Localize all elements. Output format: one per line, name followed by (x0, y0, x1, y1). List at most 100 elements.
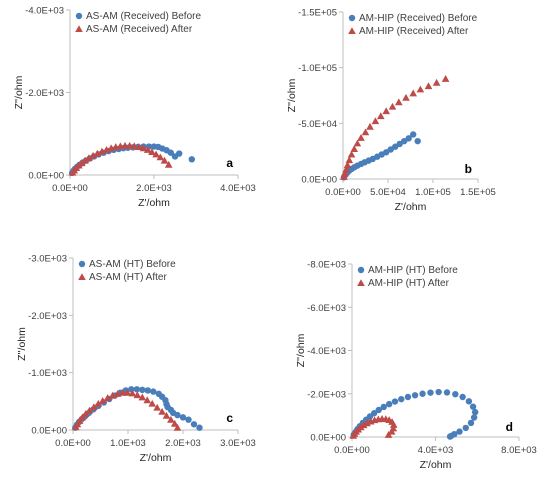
y-tick-label: -6.0E+03 (307, 303, 346, 314)
x-tick-label: 3.0E+03 (220, 438, 256, 449)
data-point (459, 393, 466, 401)
data-point (173, 423, 182, 431)
data-point (452, 390, 459, 398)
x-tick-label: 0.0E+00 (52, 183, 88, 194)
data-point (380, 403, 387, 411)
data-point (144, 387, 151, 394)
y-tick-label: -1.5E+05 (298, 8, 337, 19)
series-after (349, 415, 398, 439)
data-point (366, 122, 374, 130)
data-point (347, 150, 356, 158)
data-point (411, 392, 419, 399)
chart-panel-d: 0.0E+00 -2.0E+03 -4.0E+03 -6.0E+03 -8.0E+03 0… (295, 260, 537, 472)
data-point (359, 421, 368, 429)
data-point (388, 102, 397, 110)
chart-panel-a: 0.0E+00 -2.0E+03 -4.0E+03 0.0E+00 2.0E+03 4.0… (13, 6, 256, 210)
y-tick-label: -2.0E+03 (25, 88, 64, 99)
x-tick-label: 1.0E+05 (415, 187, 451, 198)
legend-label: AS-AM (Received) Before (86, 11, 201, 22)
data-point (133, 386, 140, 393)
legend-label: AS-AM (HT) After (89, 272, 167, 283)
y-tick-label: -1.0E+03 (28, 368, 67, 379)
legend-marker (75, 12, 83, 20)
data-point (167, 415, 175, 423)
data-point (118, 388, 127, 396)
data-point (94, 399, 103, 407)
y-axis-title: Z''/ohm (286, 78, 298, 112)
data-point (361, 128, 370, 136)
data-point (81, 156, 89, 164)
data-point (462, 424, 469, 432)
data-point (405, 135, 412, 142)
data-point (385, 400, 393, 408)
data-point (139, 386, 146, 394)
x-tick-label: 4.0E+03 (220, 183, 256, 194)
x-tick-label: 1.0E+03 (110, 438, 146, 449)
data-point (98, 396, 107, 404)
data-point (416, 85, 425, 93)
legend-label: AM-HIP (Received) After (359, 26, 469, 37)
data-point (387, 427, 396, 435)
data-point (470, 414, 478, 421)
data-point (446, 433, 454, 440)
data-point (156, 153, 165, 161)
legend-label: AS-AM (Received) After (86, 24, 193, 35)
data-point (196, 424, 203, 431)
data-point (456, 428, 463, 435)
x-axis-title: Z'/ohm (395, 201, 427, 213)
data-point (384, 431, 393, 438)
data-point (350, 145, 359, 152)
legend-marker (78, 260, 86, 268)
data-point (148, 399, 156, 407)
x-tick-label: 0.0E+00 (325, 187, 361, 198)
data-point (404, 393, 412, 401)
legend-marker (348, 27, 356, 35)
x-tick-label: 8.0E+03 (501, 445, 537, 456)
data-point (123, 388, 132, 396)
x-tick-label: 4.0E+03 (418, 445, 454, 456)
data-point (363, 419, 371, 427)
data-point (389, 421, 398, 428)
data-point (342, 165, 350, 173)
x-tick-label: 2.0E+03 (136, 183, 172, 194)
legend-marker (348, 14, 356, 22)
data-point (85, 154, 93, 162)
data-point (427, 389, 434, 396)
y-tick-label: 0.0E+00 (28, 171, 64, 182)
data-point (370, 410, 378, 417)
data-point (343, 161, 352, 169)
legend-marker (357, 266, 365, 274)
panel-label: b (465, 162, 472, 176)
y-tick-label: 0.0E+00 (310, 433, 346, 444)
data-point (77, 159, 86, 167)
x-tick-label: 5.0E+04 (370, 187, 406, 198)
data-point (167, 149, 174, 156)
data-point (152, 150, 160, 158)
series-after (71, 388, 182, 431)
legend-marker (75, 25, 83, 33)
y-tick-label: -2.0E+03 (28, 311, 67, 322)
data-point (375, 406, 382, 414)
data-point (471, 408, 479, 416)
data-point (467, 419, 475, 427)
data-point (377, 112, 385, 120)
data-point (125, 141, 134, 149)
data-point (382, 107, 390, 115)
chart-panel-c: 0.0E+00 -1.0E+03 -2.0E+03 -3.0E+03 0.0E+00 1.… (16, 254, 256, 465)
data-point (78, 413, 87, 421)
data-point (153, 403, 161, 411)
data-point (341, 169, 349, 177)
x-tick-label: 0.0E+00 (55, 438, 91, 449)
legend-marker (78, 273, 86, 281)
y-tick-label: -2.0E+03 (307, 389, 346, 400)
x-axis-title: Z'/ohm (420, 459, 452, 471)
data-point (409, 89, 417, 97)
y-tick-label: -4.0E+03 (25, 6, 64, 17)
legend-label: AS-AM (HT) Before (89, 259, 176, 270)
data-point (170, 419, 179, 427)
data-point (150, 388, 157, 395)
data-point (176, 150, 183, 157)
x-tick-label: 2.0E+03 (165, 438, 201, 449)
x-axis-title: Z'/ohm (138, 197, 170, 209)
